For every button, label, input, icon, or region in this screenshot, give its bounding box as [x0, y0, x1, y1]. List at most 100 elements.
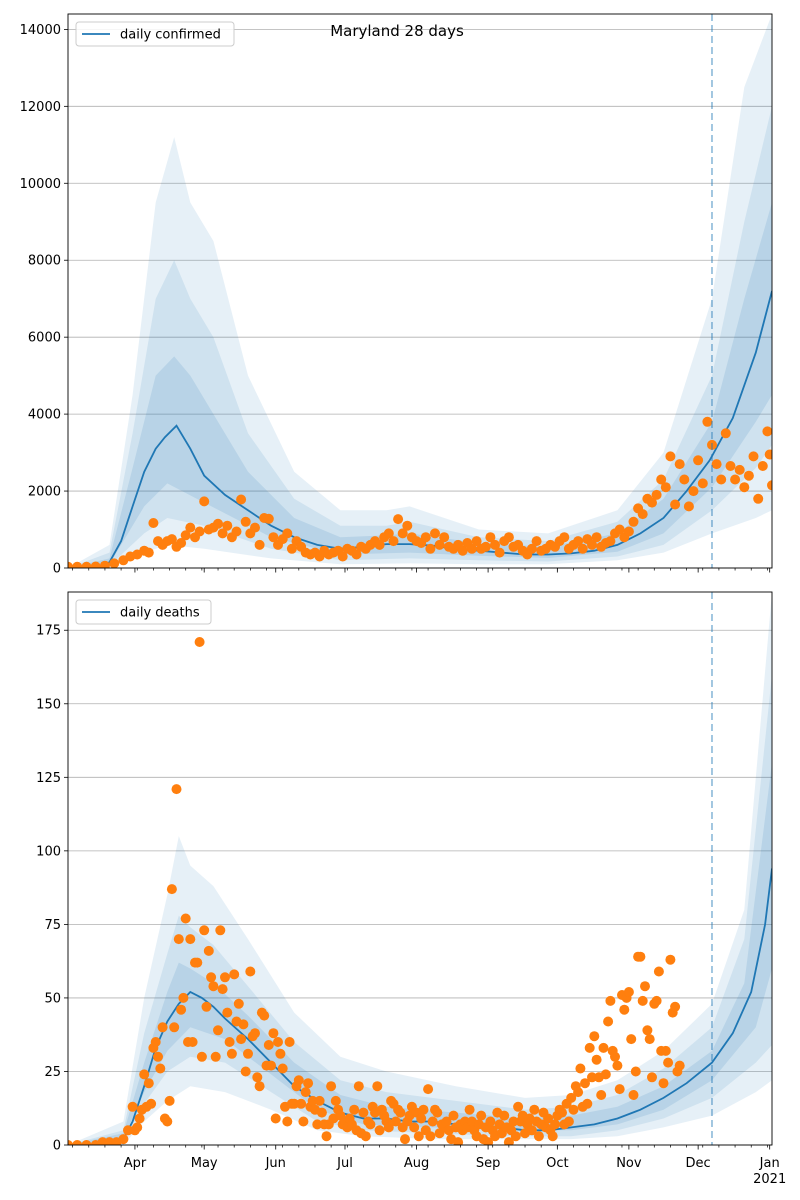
y-tick-label: 0: [53, 562, 61, 577]
observed-point: [185, 522, 196, 533]
observed-point: [619, 1004, 630, 1015]
observed-point: [568, 1104, 579, 1115]
observed-point: [155, 1063, 166, 1074]
observed-point: [194, 526, 205, 537]
observed-point: [584, 1042, 595, 1053]
observed-point: [146, 1098, 157, 1109]
observed-point: [688, 486, 699, 497]
observed-point: [603, 1016, 614, 1027]
observed-point: [250, 522, 260, 533]
legend: daily confirmed: [75, 21, 235, 47]
observed-point: [176, 538, 187, 548]
observed-point: [587, 1072, 597, 1083]
observed-point: [644, 1034, 655, 1045]
observed-point: [427, 1116, 438, 1127]
observed-point: [573, 536, 584, 547]
observed-point: [275, 1048, 286, 1059]
y-tick-label: 14000: [20, 23, 61, 38]
observed-point: [441, 1116, 452, 1127]
observed-point: [286, 543, 297, 554]
observed-point: [169, 1022, 180, 1033]
observed-point: [589, 1031, 600, 1042]
observed-point: [637, 995, 648, 1006]
observed-point: [575, 1063, 586, 1074]
observed-point: [312, 1119, 323, 1130]
observed-point: [683, 501, 694, 512]
observed-point: [485, 1116, 496, 1127]
observed-point: [476, 1110, 487, 1121]
band-middle: [68, 106, 772, 568]
observed-point: [296, 1098, 307, 1109]
observed-point: [250, 1028, 260, 1039]
observed-point: [547, 1131, 558, 1142]
observed-point: [68, 1140, 73, 1145]
x-tick-label: Sep: [476, 1156, 501, 1171]
observed-point: [598, 1042, 609, 1053]
x-tick-label: Oct: [546, 1156, 568, 1171]
observed-point: [99, 560, 110, 568]
observed-point: [199, 925, 210, 936]
observed-point: [127, 1101, 138, 1112]
observed-point: [162, 1116, 173, 1127]
x-tick-label: Dec: [686, 1156, 711, 1171]
observed-point: [767, 480, 772, 491]
observed-point: [173, 934, 184, 945]
observed-point: [383, 1122, 394, 1133]
observed-point: [490, 539, 500, 550]
observed-point: [143, 547, 154, 558]
observed-point: [508, 1116, 519, 1127]
plot-area: [68, 592, 772, 1145]
observed-point: [206, 972, 217, 983]
observed-point: [139, 1069, 150, 1080]
observed-point: [494, 547, 505, 558]
observed-point: [337, 551, 348, 562]
observed-point: [413, 1131, 424, 1142]
observed-point: [397, 528, 408, 539]
observed-point: [372, 1081, 383, 1092]
observed-point: [557, 1107, 567, 1118]
observed-point: [68, 561, 73, 568]
observed-point: [587, 539, 597, 550]
observed-point: [164, 1095, 175, 1106]
observed-point: [217, 984, 228, 995]
observed-point: [637, 509, 648, 520]
observed-point: [123, 1125, 133, 1136]
observed-point: [510, 1131, 521, 1142]
observed-point: [679, 474, 690, 485]
observed-point: [430, 528, 440, 539]
observed-point: [647, 497, 657, 508]
x-tick-label: Jul: [336, 1156, 353, 1171]
observed-point: [178, 992, 189, 1003]
observed-point: [640, 981, 650, 992]
observed-point: [266, 1060, 277, 1071]
observed-point: [725, 461, 736, 471]
observed-point: [217, 528, 228, 539]
observed-point: [513, 1101, 524, 1112]
observed-point: [630, 1066, 641, 1077]
figure-title: Maryland 28 days: [330, 22, 464, 40]
deaths-axes: 0 25 50 75 100 125 150 175 Apr May Jun Jul Aug Sep Oct…: [36, 591, 786, 1187]
observed-point: [485, 532, 496, 543]
x-tick-label: Jun: [265, 1156, 286, 1171]
observed-point: [748, 451, 759, 462]
observed-point: [192, 957, 203, 968]
observed-point: [743, 470, 754, 481]
y-tick-label: 0: [53, 1139, 61, 1154]
observed-point: [483, 1137, 494, 1145]
observed-point: [674, 1060, 685, 1071]
observed-point: [623, 987, 634, 997]
observed-point: [300, 1087, 311, 1098]
observed-point: [526, 1125, 537, 1136]
observed-point: [697, 478, 708, 489]
x-tick-label: May: [191, 1156, 218, 1171]
observed-point: [526, 543, 537, 554]
observed-point: [208, 981, 219, 992]
observed-point: [626, 1034, 637, 1045]
observed-point: [665, 954, 676, 965]
observed-point: [543, 1113, 554, 1124]
y-tick-label: 6000: [28, 331, 61, 346]
observed-point: [531, 536, 542, 547]
observed-point: [298, 1116, 309, 1127]
observed-point: [365, 1119, 376, 1130]
